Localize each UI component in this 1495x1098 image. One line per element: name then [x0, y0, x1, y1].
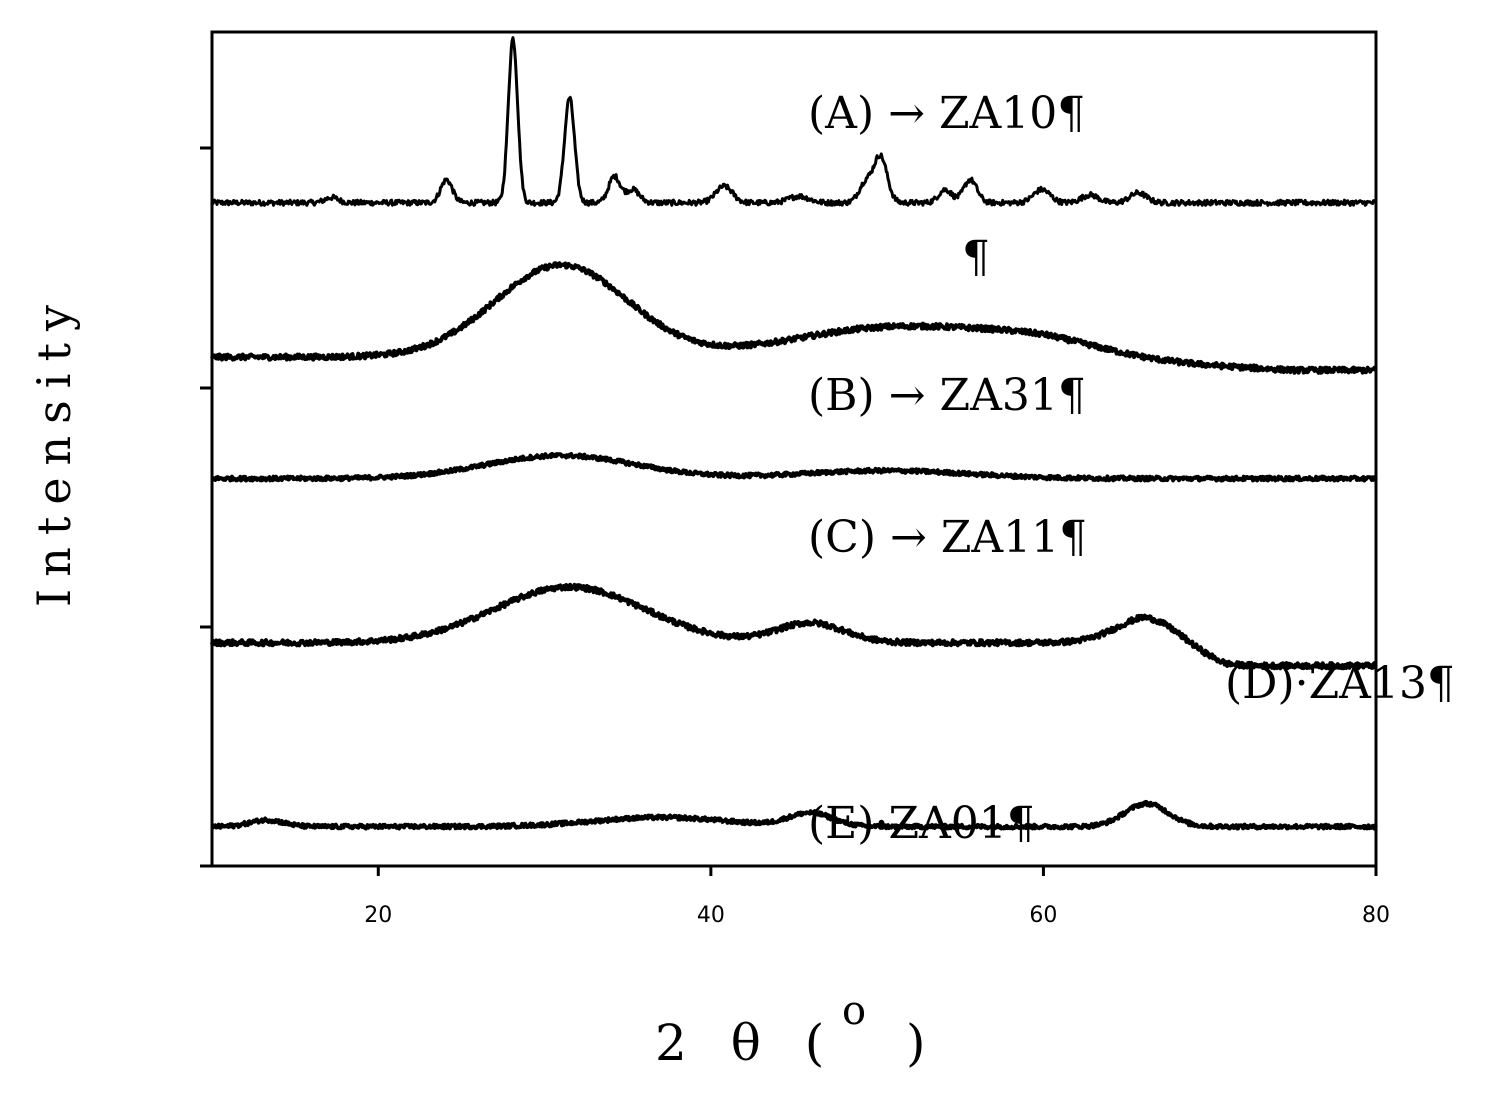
x-tick-label-60: 60: [1029, 903, 1057, 928]
series-line-a: [210, 36, 1377, 207]
y-ticks: [200, 146, 212, 868]
series-label-d: (D)·ZA13¶: [1225, 658, 1455, 709]
series-line-d: [210, 582, 1378, 671]
x-axis-degree: o: [842, 988, 866, 1034]
series-line-e: [210, 799, 1378, 831]
series-label-b: (B) → ZA31¶: [808, 370, 1086, 421]
series-label-a-mark: ¶: [962, 232, 990, 283]
x-axis-label-close: ): [906, 1014, 940, 1072]
series-label-c: (C) → ZA11¶: [808, 512, 1087, 563]
x-tick-label-40: 40: [697, 903, 725, 928]
series-line-b: [210, 261, 1378, 375]
series-lines: [210, 36, 1378, 831]
y-axis-label: Intensity: [27, 293, 81, 607]
plot-frame: [210, 30, 1378, 868]
series-line-c: [210, 451, 1378, 483]
x-axis-label: 2 θ (: [655, 1014, 838, 1072]
x-tick-label-80: 80: [1362, 903, 1390, 928]
x-tick-label-20: 20: [364, 903, 392, 928]
x-ticks: 20 40 60 80: [364, 866, 1390, 928]
series-label-e: (E)·ZA01¶: [808, 798, 1035, 849]
series-label-a: (A) → ZA10¶: [808, 88, 1085, 139]
series-labels: (A) → ZA10¶ ¶ (B) → ZA31¶ (C) → ZA11¶ (D…: [808, 88, 1455, 849]
x-axis-title: 2 θ ( o ): [655, 988, 940, 1072]
